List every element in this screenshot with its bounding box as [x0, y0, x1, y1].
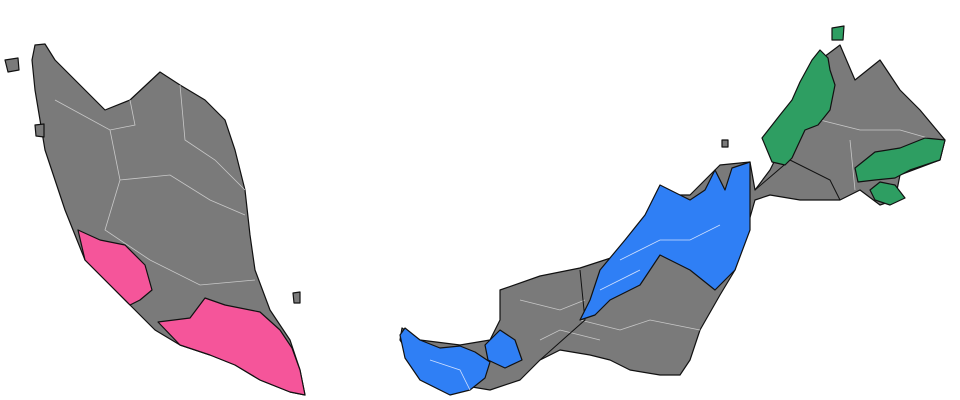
sarawak-west-highlight — [399, 327, 491, 396]
sarawak-kuching-highlight — [484, 329, 523, 369]
peninsular-south-highlight — [157, 297, 306, 396]
peninsular-west-coast-highlight — [77, 229, 153, 306]
sabah-kudat-highlight — [831, 25, 845, 41]
peninsular-state-borders — [54, 84, 256, 286]
peninsular-island-langkawi — [4, 57, 20, 73]
sabah-west-coast-highlight — [761, 49, 836, 166]
borneo-division-borders — [519, 119, 936, 341]
peninsular-island-tioman — [292, 291, 301, 304]
labuan-island — [721, 139, 729, 148]
sabah-east-highlight — [854, 137, 946, 183]
peninsular-island-penang — [34, 123, 45, 138]
sarawak-central-highlight — [579, 161, 751, 321]
sabah-southeast-highlight — [869, 181, 906, 206]
borneo-state-borders — [539, 159, 841, 361]
sarawak-blue-inner-borders — [429, 224, 721, 391]
